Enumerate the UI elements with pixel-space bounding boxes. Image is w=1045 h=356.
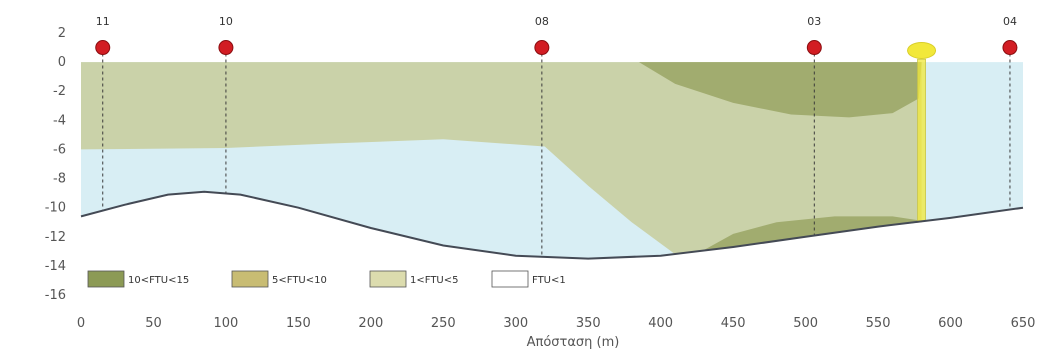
y-tick-label: -4 xyxy=(53,113,66,128)
x-tick-label: 350 xyxy=(576,316,601,331)
station-label-04: 04 xyxy=(1003,15,1017,28)
turbidity-zone-1 xyxy=(639,62,922,118)
x-tick-label: 100 xyxy=(214,316,239,331)
station-label-08: 08 xyxy=(535,15,549,28)
station-dot-11 xyxy=(95,40,111,56)
x-tick-label: 550 xyxy=(866,316,891,331)
legend-label-1: 5<FTU<10 xyxy=(272,275,327,286)
legend-swatch-1 xyxy=(231,270,269,288)
buoy-marker xyxy=(907,41,937,59)
x-tick-label: 200 xyxy=(358,316,383,331)
station-dot-10 xyxy=(218,40,234,56)
x-tick-label: 0 xyxy=(77,316,85,331)
x-tick-label: 250 xyxy=(431,316,456,331)
y-tick-label: -8 xyxy=(53,172,66,187)
y-tick-label: 0 xyxy=(58,55,66,70)
x-tick-label: 600 xyxy=(938,316,963,331)
station-label-10: 10 xyxy=(219,15,233,28)
x-tick-label: 50 xyxy=(145,316,162,331)
x-tick-label: 500 xyxy=(793,316,818,331)
y-tick-label: -6 xyxy=(53,142,66,157)
x-tick-label: 650 xyxy=(1011,316,1036,331)
turbidity-zone-0 xyxy=(81,62,922,255)
x-tick-label: 450 xyxy=(721,316,746,331)
x-tick-label: 300 xyxy=(503,316,528,331)
x-axis-label: Απόσταση (m) xyxy=(527,335,620,350)
station-dot-03 xyxy=(806,40,822,56)
station-dot-08 xyxy=(534,40,550,56)
station-dot-04 xyxy=(1002,40,1018,56)
y-tick-label: -12 xyxy=(45,230,66,245)
seabed-line xyxy=(80,190,1024,260)
y-tick-label: 2 xyxy=(58,26,66,41)
x-tick-label: 150 xyxy=(286,316,311,331)
x-tick-label: 400 xyxy=(648,316,673,331)
turbidity-zone-2 xyxy=(704,216,922,250)
station-label-03: 03 xyxy=(807,15,821,28)
legend-label-2: 1<FTU<5 xyxy=(410,275,459,286)
y-tick-label: -14 xyxy=(45,259,66,274)
legend-swatch-0 xyxy=(87,270,125,288)
y-tick-label: -2 xyxy=(53,84,66,99)
y-tick-label: -10 xyxy=(45,201,66,216)
legend-label-3: FTU<1 xyxy=(532,275,566,286)
legend-swatch-3 xyxy=(491,270,529,288)
legend-label-0: 10<FTU<15 xyxy=(128,275,189,286)
station-label-11: 11 xyxy=(96,15,110,28)
legend-swatch-2 xyxy=(369,270,407,288)
buoy-column xyxy=(917,58,926,222)
y-tick-label: -16 xyxy=(45,288,66,303)
